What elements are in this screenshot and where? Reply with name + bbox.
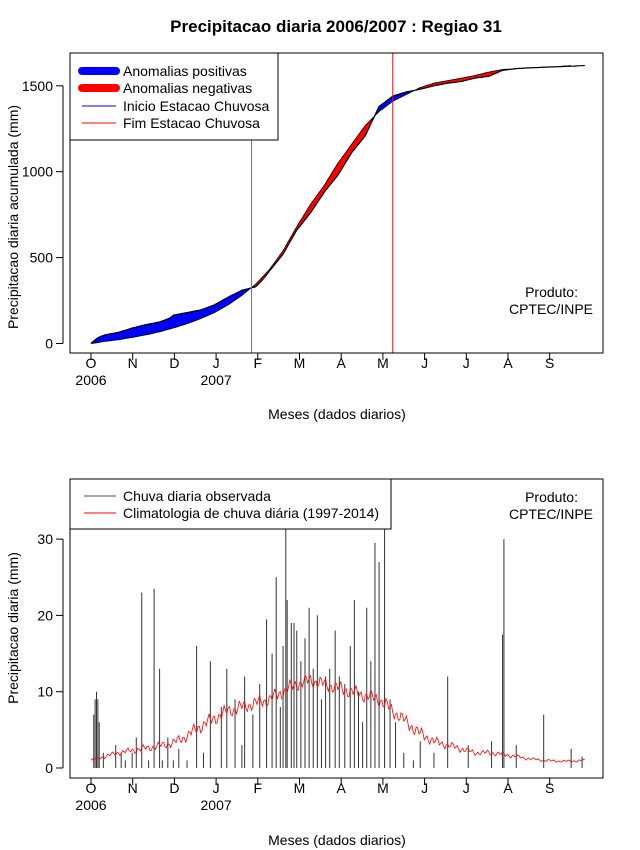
negative-anomaly-area bbox=[414, 68, 515, 91]
x-axis-top: O N D J F M A M J J A S 2006 2007 bbox=[75, 352, 554, 388]
x-tick-label-bottom: M bbox=[377, 780, 389, 796]
x-axis-label-top: Meses (dados diarios) bbox=[268, 406, 406, 422]
x-tick-label-bottom: J bbox=[421, 780, 428, 796]
daily-chart: 0 10 20 30 O N D J F M A M J J A S 2006 2007 Precipitaca… bbox=[5, 478, 604, 848]
x-tick-label-top: J bbox=[463, 355, 470, 371]
y-tick-label-top: 0 bbox=[45, 336, 53, 352]
x-tick-label-top: J bbox=[421, 355, 428, 371]
x-tick-label-top: A bbox=[337, 355, 347, 371]
year-label-bottom: 2007 bbox=[201, 797, 232, 813]
y-tick-label-bottom: 30 bbox=[37, 531, 53, 547]
x-tick-label-top: N bbox=[128, 355, 138, 371]
annotation-bottom-line2: CPTEC/INPE bbox=[509, 506, 593, 522]
y-tick-label-bottom: 20 bbox=[37, 607, 53, 623]
observed-cumulative-line bbox=[90, 64, 585, 344]
x-tick-label-bottom: M bbox=[294, 780, 306, 796]
x-axis-bottom: O N D J F M A M J J A S 2006 2007 bbox=[75, 777, 554, 813]
x-tick-label-bottom: N bbox=[128, 780, 138, 796]
x-tick-label-top: D bbox=[169, 355, 179, 371]
annotation-top-line1: Produto: bbox=[525, 284, 578, 300]
legend-label-climatology: Climatologia de chuva diária (1997-2014) bbox=[123, 505, 379, 521]
x-tick-label-top: O bbox=[86, 355, 97, 371]
legend-bottom: Chuva diaria observada Climatologia de c… bbox=[69, 478, 392, 530]
x-tick-label-bottom: D bbox=[169, 780, 179, 796]
legend-label-positive: Anomalias positivas bbox=[123, 63, 247, 79]
x-tick-label-top: A bbox=[503, 355, 513, 371]
x-tick-label-bottom: O bbox=[86, 780, 97, 796]
x-tick-label-top: M bbox=[294, 355, 306, 371]
x-axis-label-bottom: Meses (dados diarios) bbox=[268, 832, 406, 848]
annotation-bottom-line1: Produto: bbox=[525, 489, 578, 505]
positive-anomaly-area bbox=[373, 90, 415, 119]
x-tick-label-top: F bbox=[254, 355, 263, 371]
year-label-top: 2007 bbox=[201, 372, 232, 388]
year-label-top: 2006 bbox=[75, 372, 106, 388]
x-tick-label-bottom: A bbox=[337, 780, 347, 796]
y-tick-label-top: 1000 bbox=[22, 164, 53, 180]
climatology-cumulative-line bbox=[90, 65, 572, 344]
y-tick-label-bottom: 0 bbox=[45, 760, 53, 776]
x-tick-label-top: J bbox=[213, 355, 220, 371]
legend-top: Anomalias positivas Anomalias negativas … bbox=[69, 52, 279, 141]
y-axis-bottom: 0 10 20 30 bbox=[37, 531, 64, 776]
positive-anomaly-area bbox=[91, 288, 251, 344]
y-axis-label-top: Precipitacao diaria acumulada (mm) bbox=[5, 105, 21, 329]
climatology-daily-line bbox=[90, 673, 585, 763]
y-tick-label-top: 1500 bbox=[22, 78, 53, 94]
year-label-bottom: 2006 bbox=[75, 797, 106, 813]
legend-label-negative: Anomalias negativas bbox=[123, 80, 252, 96]
x-tick-label-bottom: A bbox=[503, 780, 513, 796]
annotation-top-line2: CPTEC/INPE bbox=[509, 301, 593, 317]
y-tick-label-bottom: 10 bbox=[37, 684, 53, 700]
x-tick-label-top: M bbox=[377, 355, 389, 371]
legend-label-observed: Chuva diaria observada bbox=[123, 488, 271, 504]
y-axis-label-bottom: Precipitacao diaria (mm) bbox=[5, 552, 21, 704]
legend-label-end: Fim Estacao Chuvosa bbox=[123, 115, 260, 131]
legend-box-bottom bbox=[69, 478, 392, 530]
x-tick-label-bottom: J bbox=[213, 780, 220, 796]
y-tick-label-top: 500 bbox=[30, 250, 54, 266]
x-tick-label-bottom: S bbox=[545, 780, 554, 796]
x-tick-label-bottom: F bbox=[254, 780, 263, 796]
x-tick-label-bottom: J bbox=[463, 780, 470, 796]
legend-label-start: Inicio Estacao Chuvosa bbox=[123, 98, 270, 114]
x-tick-label-top: S bbox=[545, 355, 554, 371]
cumulative-chart: Precipitacao diaria 2006/2007 : Regiao 3… bbox=[5, 17, 604, 422]
y-axis-top: 0 500 1000 1500 bbox=[22, 78, 64, 352]
chart-title: Precipitacao diaria 2006/2007 : Regiao 3… bbox=[170, 17, 502, 36]
